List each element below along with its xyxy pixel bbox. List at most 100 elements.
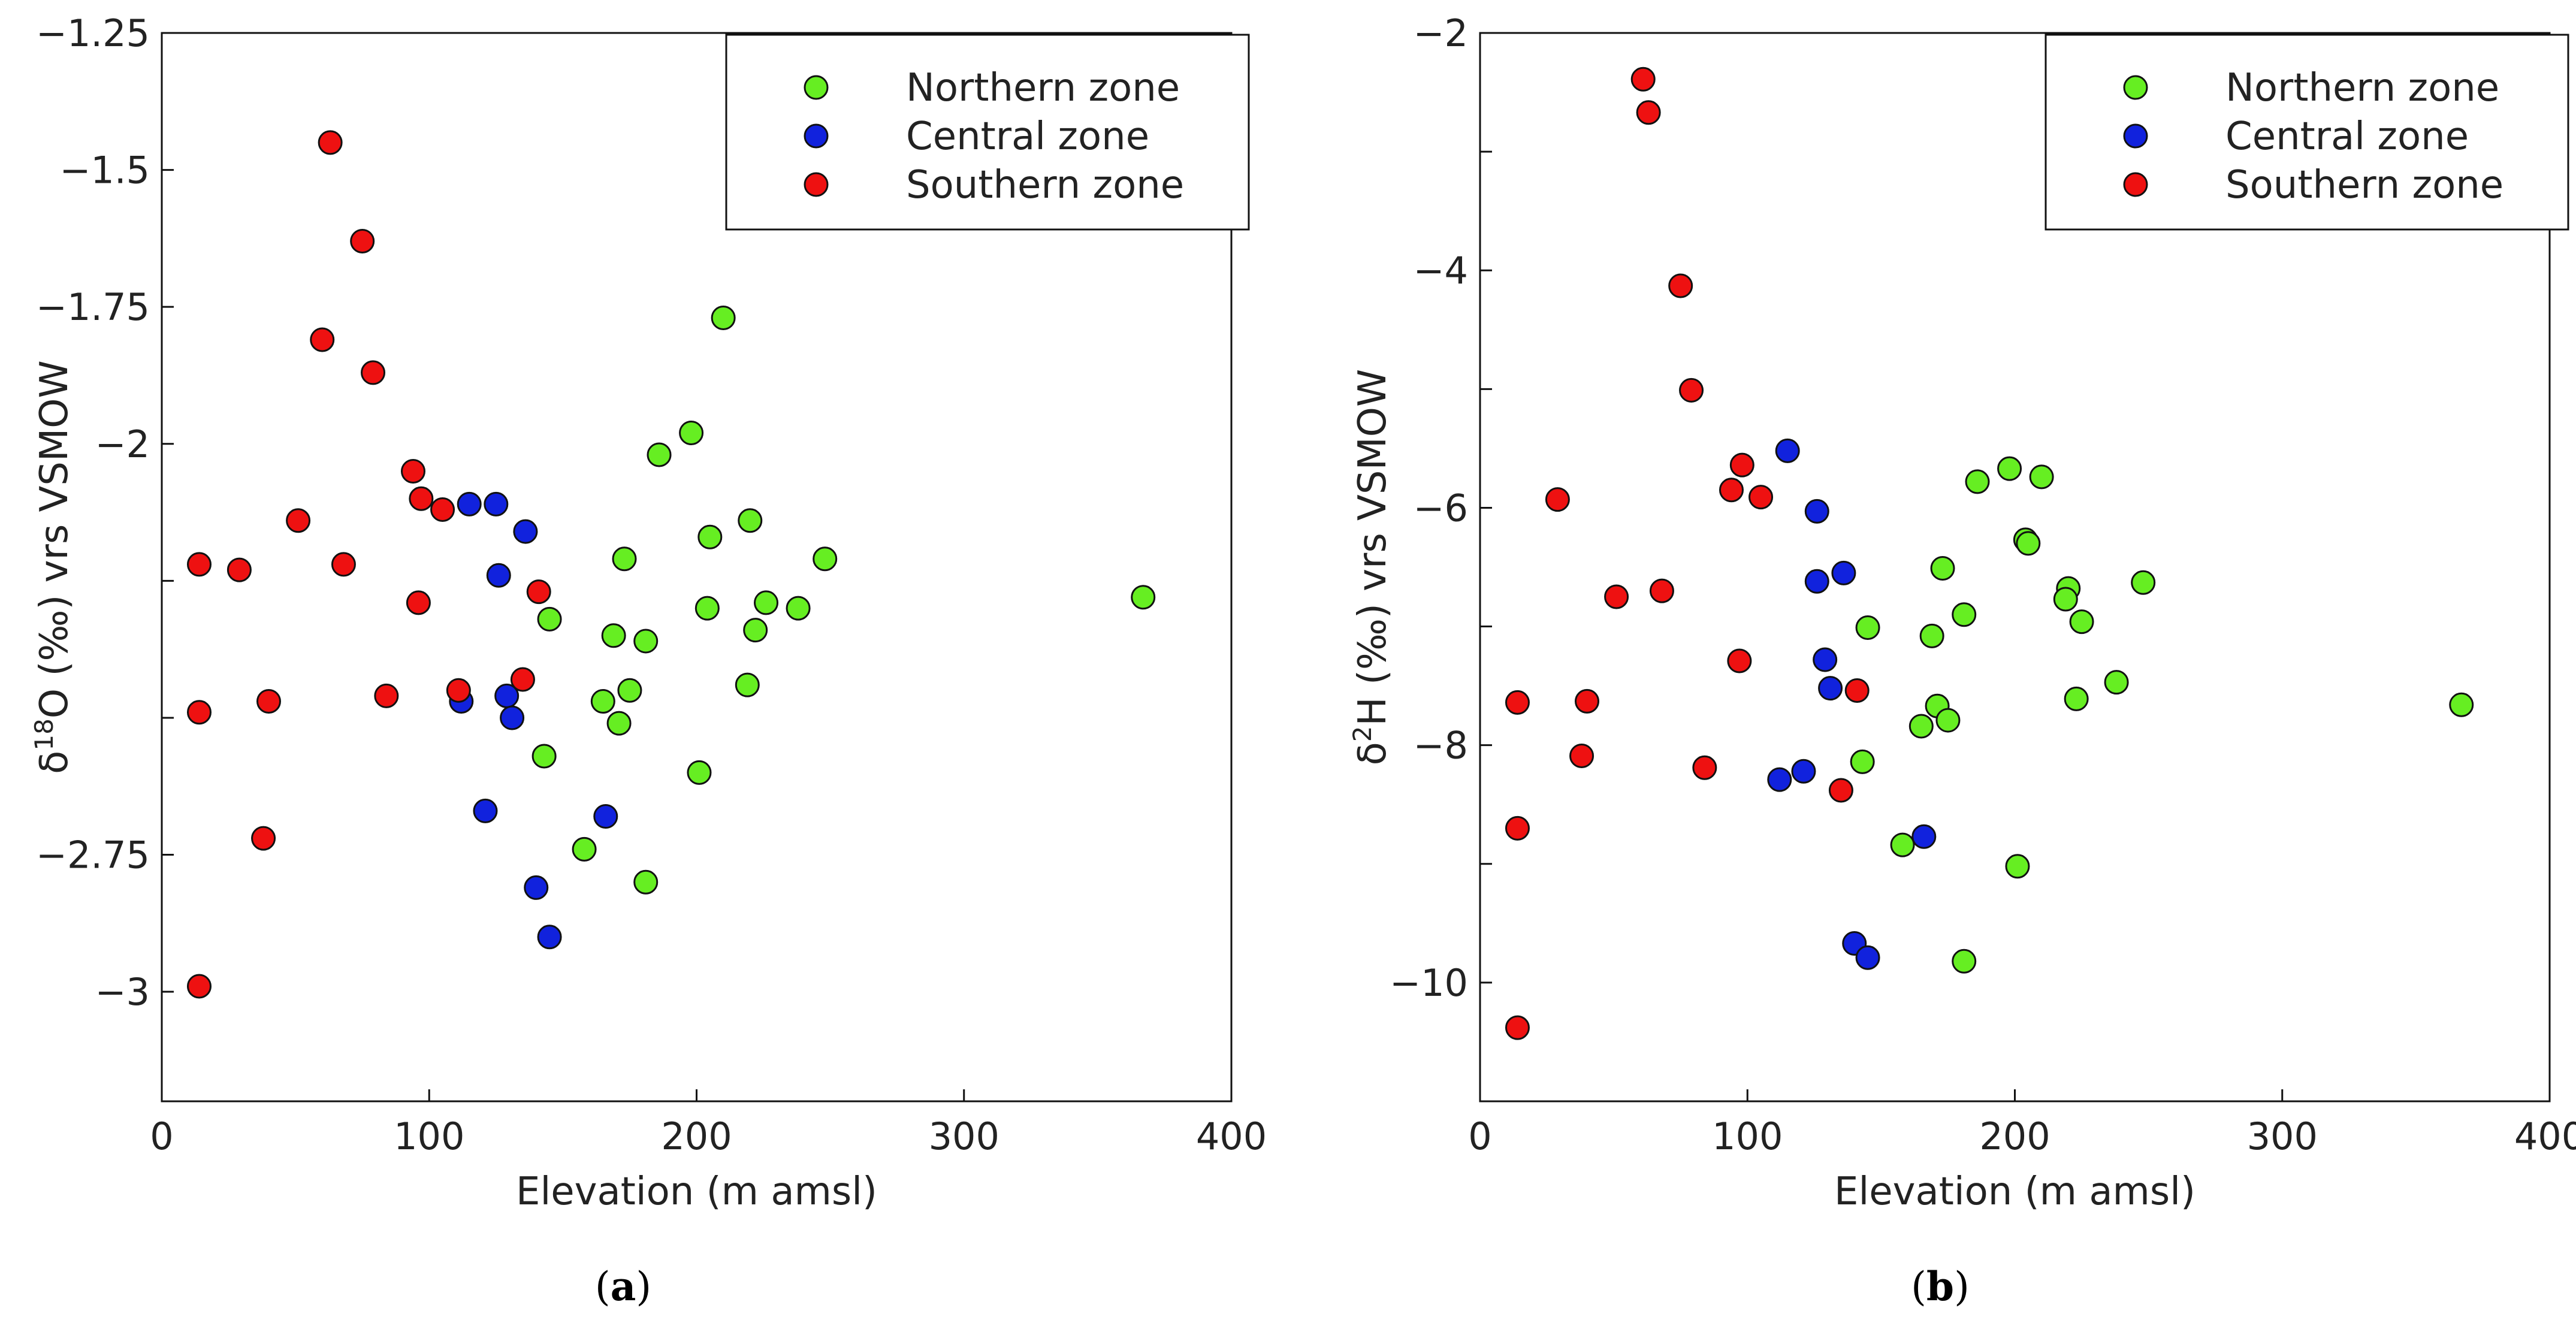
panel-a-data-point <box>738 508 763 533</box>
panel-a-legend-marker <box>804 123 829 149</box>
panel-b-x-tick-label: 100 <box>1712 1114 1783 1158</box>
panel-b-y-axis-title-suffix: H (‰) vrs VSMOW <box>1351 369 1395 726</box>
panel-b-data-point <box>1965 469 1990 494</box>
panel-b-data-point <box>1505 690 1530 715</box>
panel-a-panel-label: (a) <box>595 1263 651 1310</box>
panel-b-data-point <box>1719 478 1744 503</box>
panel-b-series-southern-zone <box>1505 67 1870 1040</box>
panel-b-series-northern-zone <box>1850 456 2474 974</box>
panel-a-data-point <box>409 486 434 511</box>
panel-a-legend-label: Southern zone <box>906 163 1184 207</box>
panel-b-data-point <box>1935 708 1961 733</box>
panel-a-data-point <box>446 678 471 703</box>
panel-b-x-axis-title: Elevation (m amsl) <box>1834 1170 2196 1214</box>
panel-b-data-point <box>2104 670 2129 695</box>
panel-b-data-point <box>1767 767 1792 792</box>
panel-a-data-point <box>633 869 659 895</box>
panel-a-y-tick-label: −1.25 <box>36 11 150 55</box>
panel-b-data-point <box>1748 485 1774 510</box>
panel-b-data-point <box>1729 452 1754 478</box>
panel-a-y-tick-label: −1.75 <box>36 285 150 329</box>
panel-a-data-point <box>590 689 615 714</box>
panel-a-x-axis-title: Elevation (m amsl) <box>516 1170 877 1214</box>
panel-b-data-point <box>1952 949 1977 974</box>
panel-a-data-point <box>633 629 659 654</box>
panel-a-y-tick-label: −3 <box>95 970 150 1014</box>
panel-a-data-point <box>606 711 632 736</box>
panel-b-legend-label: Southern zone <box>2225 163 2503 207</box>
panel-a-data-point <box>537 925 562 950</box>
panel-b-data-point <box>1649 578 1674 603</box>
panel-a-chart: 0 100 200 300 400 −1.25 −1.5 −1.75 −2 −2.75 −3 Elev… <box>29 11 1267 1310</box>
panel-a-data-point <box>1131 585 1156 610</box>
panel-b-data-point <box>1818 676 1843 701</box>
panel-b-x-tick-label: 400 <box>2514 1114 2576 1158</box>
panel-a-data-point <box>350 228 375 253</box>
panel-a-data-point <box>754 590 779 615</box>
panel-b-legend-marker <box>2123 123 2148 149</box>
panel-b-data-point <box>1813 647 1838 672</box>
panel-a-legend-label: Central zone <box>906 114 1149 159</box>
panel-b-data-point <box>1804 569 1829 594</box>
panel-a-data-point <box>697 524 723 549</box>
panel-a-data-point <box>743 618 768 643</box>
panel-b-data-point <box>1545 487 1570 512</box>
panel-a-data-point <box>510 667 535 692</box>
panel-a-data-point <box>318 130 343 155</box>
panel-a-data-point <box>457 491 482 516</box>
panel-b-data-point <box>1911 824 1937 849</box>
panel-b-legend-marker <box>2123 172 2148 197</box>
panel-a-data-point <box>735 672 760 697</box>
panel-b-data-point <box>1930 555 1955 581</box>
panel-b-data-point <box>1952 602 1977 627</box>
panel-b-y-axis-title-prefix: δ <box>1351 742 1395 765</box>
panel-a-data-point <box>500 705 525 730</box>
panel-a-legend-label: Northern zone <box>906 66 1180 110</box>
panel-b-x-tick-label: 200 <box>1979 1114 2050 1158</box>
panel-b-data-point <box>1630 67 1656 92</box>
panel-a-data-point <box>617 678 642 703</box>
panel-b-data-point <box>2064 686 2089 711</box>
panel-b-data-point <box>2005 854 2030 879</box>
panel-a-data-point <box>612 546 637 572</box>
panel-a-data-point <box>601 623 626 648</box>
panel-b-legend-label: Central zone <box>2225 114 2469 159</box>
panel-b-y-tick-label: −10 <box>1390 961 1468 1005</box>
panel-b-data-point <box>1505 1015 1530 1040</box>
panel-a-x-tick-label: 0 <box>150 1114 173 1158</box>
panel-a-data-point <box>186 552 212 577</box>
panel-a-y-axis-title-suffix: O (‰) vrs VSMOW <box>32 360 77 718</box>
panel-b-data-point <box>1505 815 1530 841</box>
panel-b-data-point <box>2069 609 2094 635</box>
panel-a-x-tick-label: 300 <box>929 1114 999 1158</box>
panel-b-data-point <box>2016 531 2041 556</box>
panel-b-y-tick-label: −2 <box>1414 11 1468 55</box>
panel-a-data-point <box>687 760 712 785</box>
panel-b-y-axis-title-sup: 2 <box>1348 726 1377 742</box>
panel-a-x-tick-label: 200 <box>661 1114 732 1158</box>
panel-a-x-tick-label: 400 <box>1196 1114 1267 1158</box>
panel-a-data-point <box>647 442 672 467</box>
panel-a-y-tick-label: −1.5 <box>59 149 150 192</box>
panel-b-data-point <box>1844 678 1870 703</box>
panel-b-data-point <box>1775 438 1800 463</box>
panel-a-data-point <box>711 305 736 330</box>
panel-b-data-point <box>1908 714 1934 739</box>
panel-a-data-point <box>786 596 811 621</box>
panel-b-x-tick-label: 0 <box>1468 1114 1491 1158</box>
panel-b-data-point <box>1668 273 1693 298</box>
panel-b-y-tick-label: −8 <box>1414 724 1468 768</box>
panel-b-data-point <box>1855 945 1880 970</box>
panel-b-legend-label: Northern zone <box>2225 66 2499 110</box>
panel-a-data-point <box>513 519 538 544</box>
panel-a-data-point <box>406 590 431 615</box>
panel-b-data-point <box>1692 755 1717 780</box>
panel-a-y-axis-title-prefix: δ <box>32 751 77 774</box>
panel-a-y-axis-title: δ18O (‰) vrs VSMOW <box>29 360 77 774</box>
panel-a-data-point <box>694 596 720 621</box>
panel-a-data-point <box>374 683 399 708</box>
panel-b-data-point <box>2131 570 2156 595</box>
panel-a-data-point <box>526 579 551 605</box>
